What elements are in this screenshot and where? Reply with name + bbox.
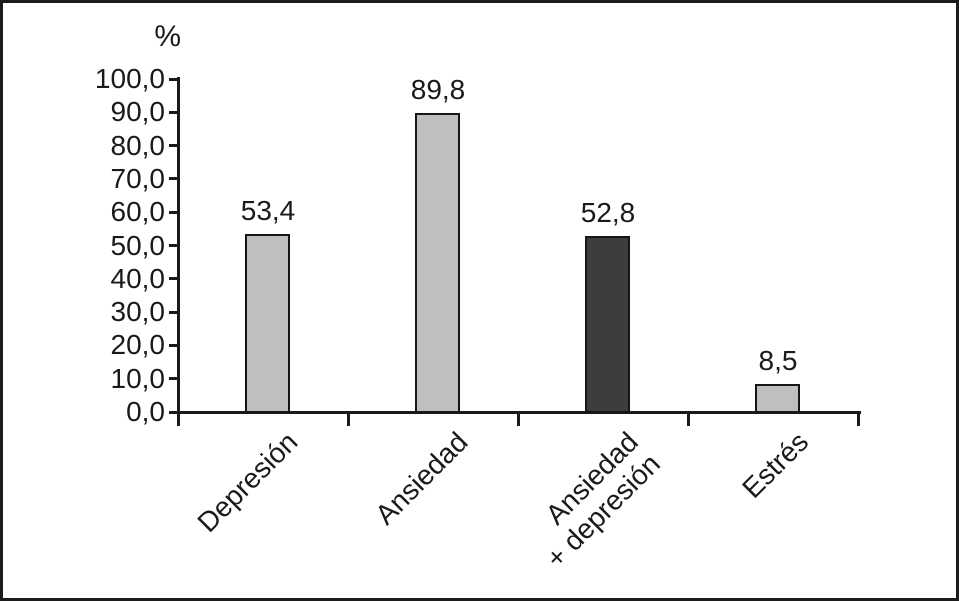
bar-ansiedad-depresion: [585, 236, 630, 413]
y-axis-line: [177, 77, 180, 415]
x-tick-mark: [177, 412, 180, 426]
x-tick-mark: [347, 412, 350, 426]
y-tick-mark: [169, 277, 178, 280]
x-label-line: Ansiedad: [369, 426, 474, 531]
y-tick-mark: [169, 177, 178, 180]
y-tick-label: 40,0: [110, 263, 166, 294]
y-tick-label: 70,0: [110, 163, 166, 194]
y-tick-label: 10,0: [110, 363, 166, 394]
y-tick-mark: [169, 344, 178, 347]
y-tick-label: 60,0: [110, 196, 166, 227]
x-label-depresion: Depresión: [192, 426, 304, 538]
x-tick-mark: [517, 412, 520, 426]
bar-ansiedad: [415, 113, 460, 413]
x-tick-mark: [857, 412, 860, 426]
x-label-line: Depresión: [191, 426, 304, 539]
x-label-line: Estrés: [735, 426, 814, 505]
value-label-depresion: 53,4: [240, 195, 296, 226]
x-label-ansiedad: Ansiedad: [369, 426, 473, 530]
x-tick-mark: [687, 412, 690, 426]
y-tick-mark: [169, 111, 178, 114]
x-label-estres: Estrés: [736, 426, 814, 504]
y-tick-label: 90,0: [110, 96, 166, 127]
y-tick-label: 100,0: [94, 63, 165, 94]
y-tick-mark: [169, 411, 178, 414]
value-label-ansiedad: 89,8: [410, 74, 466, 105]
value-label-estres: 8,5: [758, 345, 798, 376]
x-label-ansiedad-depresion: Ansiedad + depresión: [518, 426, 665, 574]
y-tick-mark: [169, 211, 178, 214]
y-tick-label: 50,0: [110, 230, 166, 261]
y-tick-mark: [169, 78, 178, 81]
bar-estres: [755, 384, 800, 413]
value-label-ansiedad-depresion: 52,8: [580, 197, 636, 228]
y-tick-mark: [169, 244, 178, 247]
y-tick-mark: [169, 377, 178, 380]
y-tick-mark: [169, 311, 178, 314]
y-tick-label: 80,0: [110, 130, 166, 161]
y-tick-label: 0,0: [126, 396, 165, 427]
y-tick-label: 30,0: [110, 296, 166, 327]
y-axis-unit-label: %: [154, 20, 181, 53]
y-tick-mark: [169, 144, 178, 147]
bar-depresion: [245, 234, 290, 413]
y-tick-label: 20,0: [110, 329, 166, 360]
